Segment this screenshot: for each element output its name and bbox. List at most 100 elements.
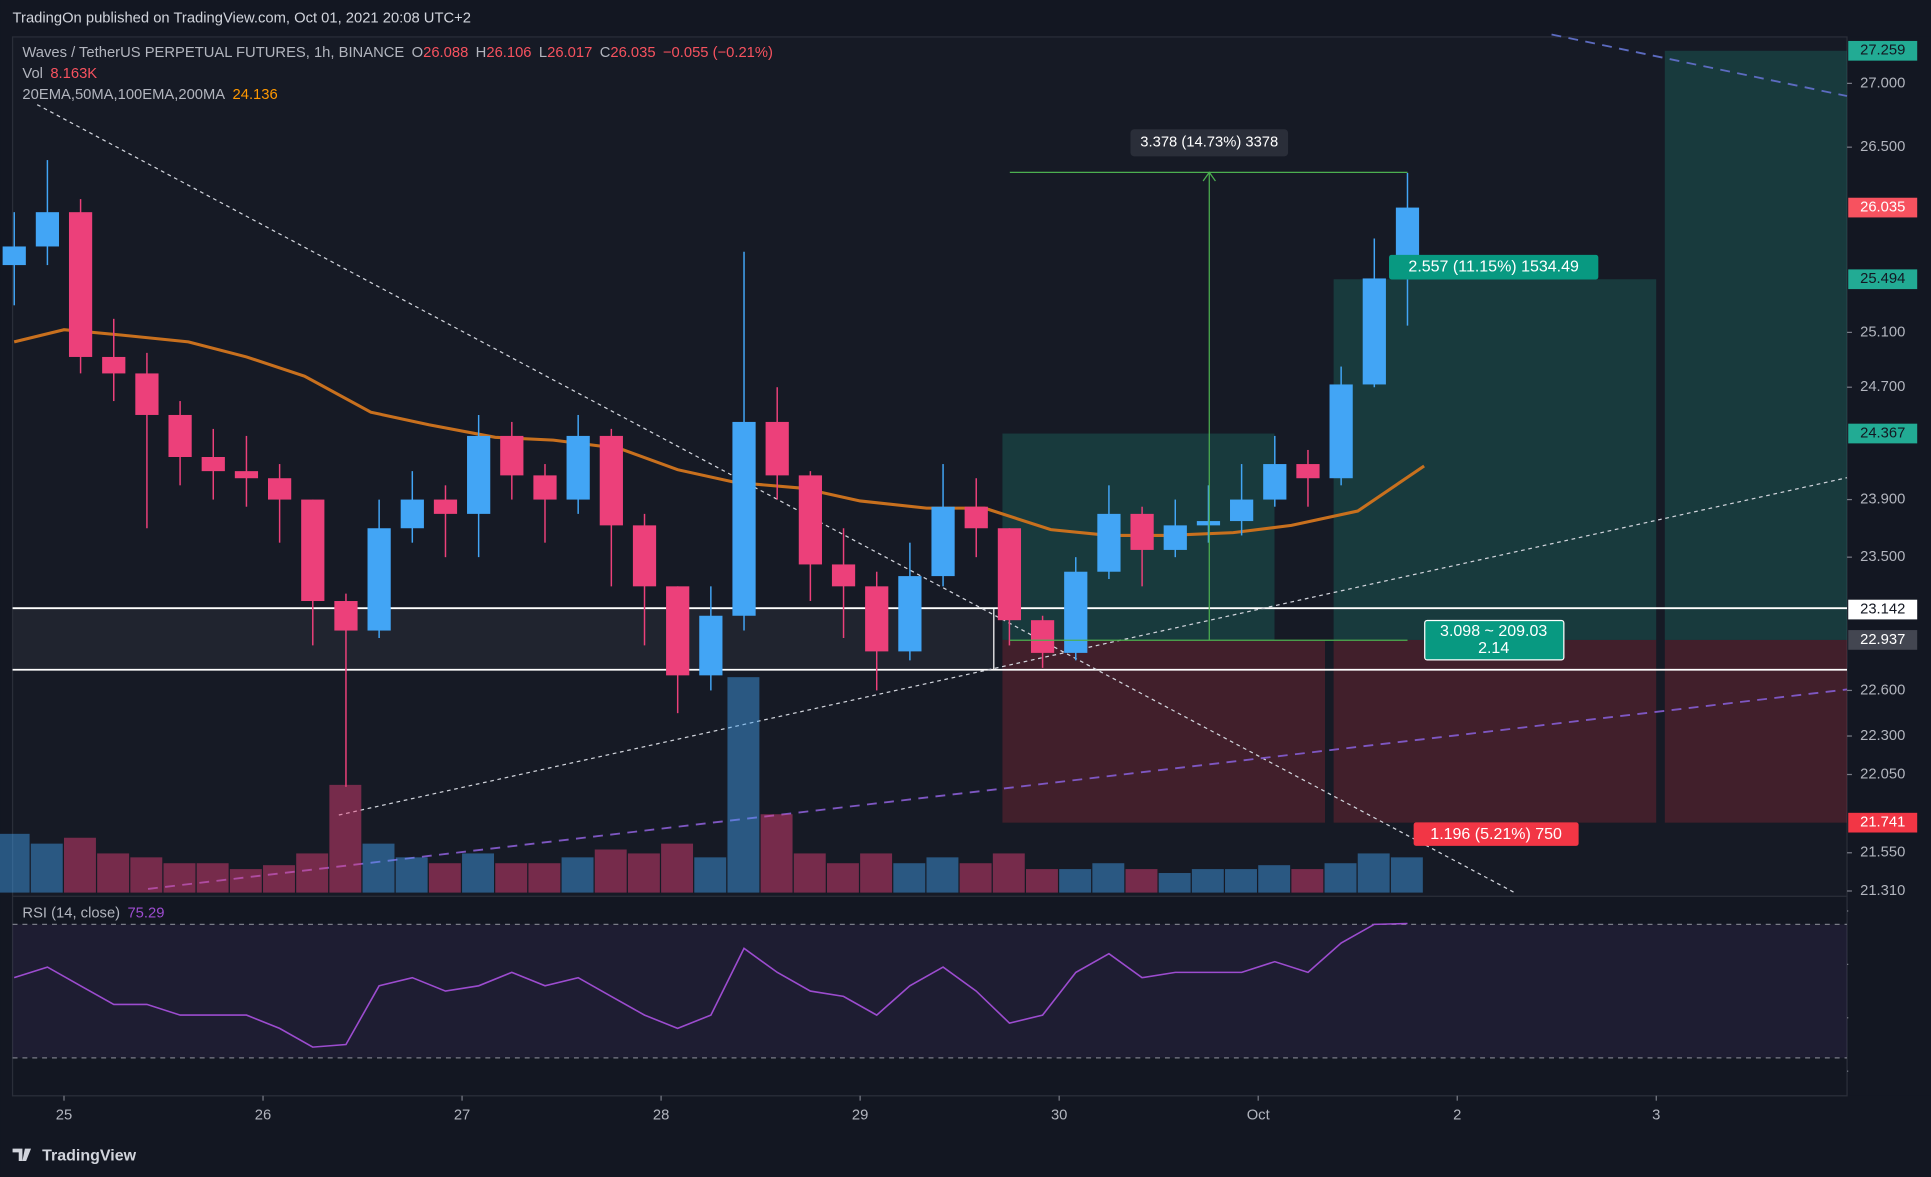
x-tick-label: 27 <box>454 1107 470 1123</box>
volume-bar <box>561 857 594 893</box>
candle-body <box>2 246 26 266</box>
volume-bar <box>926 857 959 893</box>
candle-body <box>765 421 789 476</box>
candle-body <box>997 528 1022 621</box>
volume-bar <box>395 857 428 893</box>
volume-bar <box>196 863 229 893</box>
logo: TradingView <box>12 1147 137 1164</box>
volume-bar <box>826 863 859 893</box>
x-tick-label: 28 <box>653 1107 669 1123</box>
loss-zone <box>1664 639 1848 823</box>
volume-bar <box>860 853 893 893</box>
candle-body <box>964 506 988 529</box>
volume-bar <box>1291 869 1324 893</box>
candle-body <box>632 525 657 587</box>
x-tick-label: 30 <box>1051 1107 1067 1123</box>
volume-bar <box>1158 873 1191 893</box>
measure-box <box>1130 129 1289 157</box>
profit-zone <box>1664 50 1848 640</box>
position-ratio: 2.14 <box>1478 640 1509 657</box>
candle-body <box>500 435 524 476</box>
candle-body <box>400 499 424 529</box>
volume-bar <box>163 863 196 893</box>
volume-bar <box>1258 865 1291 893</box>
legend-value: 26.088 <box>423 45 468 61</box>
price-label: 27.259 <box>1860 43 1905 59</box>
volume-bar <box>760 814 793 893</box>
volume-bar <box>97 853 130 893</box>
x-tick-label: 29 <box>852 1107 868 1123</box>
drawings <box>12 33 1848 894</box>
candle-body <box>1263 464 1287 500</box>
volume-bar <box>263 865 295 893</box>
y-tick-label: 25.100 <box>1860 324 1905 340</box>
price-label-box <box>1848 812 1918 833</box>
rsi-band <box>12 924 1848 1058</box>
candle-body <box>732 421 756 616</box>
logo-mark <box>12 1148 32 1161</box>
price-label: 23.142 <box>1860 601 1905 617</box>
position-box <box>1424 619 1565 661</box>
candle-body <box>798 475 822 565</box>
volume-bar <box>362 843 395 893</box>
volume-bar <box>594 849 627 893</box>
volume-bar <box>229 869 262 893</box>
volume-bar <box>495 863 528 893</box>
volume-bar <box>1225 869 1257 893</box>
x-tick-label: 2 <box>1453 1107 1461 1123</box>
candle-body <box>1097 513 1121 572</box>
candle-body <box>1230 499 1254 522</box>
y-tick-label: 21.550 <box>1860 845 1905 861</box>
target-label: 2.557 (11.15%) 1534.49 <box>1408 258 1579 275</box>
y-tick-label: 27.000 <box>1860 75 1905 91</box>
zone <box>12 608 994 670</box>
candle-body <box>301 499 325 602</box>
candle-body <box>865 586 889 652</box>
price-label-box <box>1848 423 1918 444</box>
volume-bar <box>893 863 926 893</box>
legend-change: −0.055 (−0.21%) <box>663 45 773 61</box>
y-tick-label: 22.050 <box>1860 766 1905 782</box>
trend-line <box>36 104 1515 894</box>
volume-bar <box>627 853 660 893</box>
legend-ma: 20EMA,50MA,100EMA,200MA 24.136 <box>22 87 277 103</box>
rsi-title: RSI (14, close) <box>22 905 120 921</box>
price-label: 22.937 <box>1860 632 1905 648</box>
price-axis <box>1848 36 1931 1096</box>
price-label: 21.741 <box>1860 815 1905 831</box>
price-label-box <box>1848 269 1918 290</box>
candle-body <box>831 564 856 587</box>
measure-tool: 3.378 (14.73%) 3378 2.557 (11.15%) 1534.… <box>1009 129 1599 846</box>
volume-bar <box>462 853 495 893</box>
candle-body <box>367 528 391 631</box>
legend-key: C <box>600 45 611 61</box>
x-tick-label: 25 <box>56 1107 72 1123</box>
publisher: TradingOn published on TradingView.com, … <box>13 10 471 26</box>
volume-bar <box>63 837 96 893</box>
legend-key: L <box>539 45 547 61</box>
y-tick-label: 23.500 <box>1860 549 1905 565</box>
legend-key: O <box>412 45 424 61</box>
price-label: 25.494 <box>1860 271 1905 287</box>
candle-body <box>1030 620 1055 653</box>
volume-bar <box>1324 863 1357 893</box>
stop-box <box>1413 822 1579 846</box>
legend-value: 26.106 <box>486 45 531 61</box>
candle-body <box>433 499 458 514</box>
series-layer <box>0 160 1425 1048</box>
volume-bar <box>0 833 30 893</box>
volume-bar <box>1125 869 1158 893</box>
measure-arrow <box>1202 171 1216 182</box>
volume-bar <box>694 857 727 893</box>
volume-bar <box>959 863 992 893</box>
candle-body <box>1064 571 1088 653</box>
y-tick-label: 22.300 <box>1860 728 1905 744</box>
candle-body <box>533 475 557 500</box>
rsi-value: 75.29 <box>127 905 164 921</box>
trend-line <box>147 688 1848 890</box>
candle-body <box>135 373 159 415</box>
ma-value: 24.136 <box>233 87 278 103</box>
candle-body <box>1296 464 1320 479</box>
volume-bar <box>793 853 826 893</box>
